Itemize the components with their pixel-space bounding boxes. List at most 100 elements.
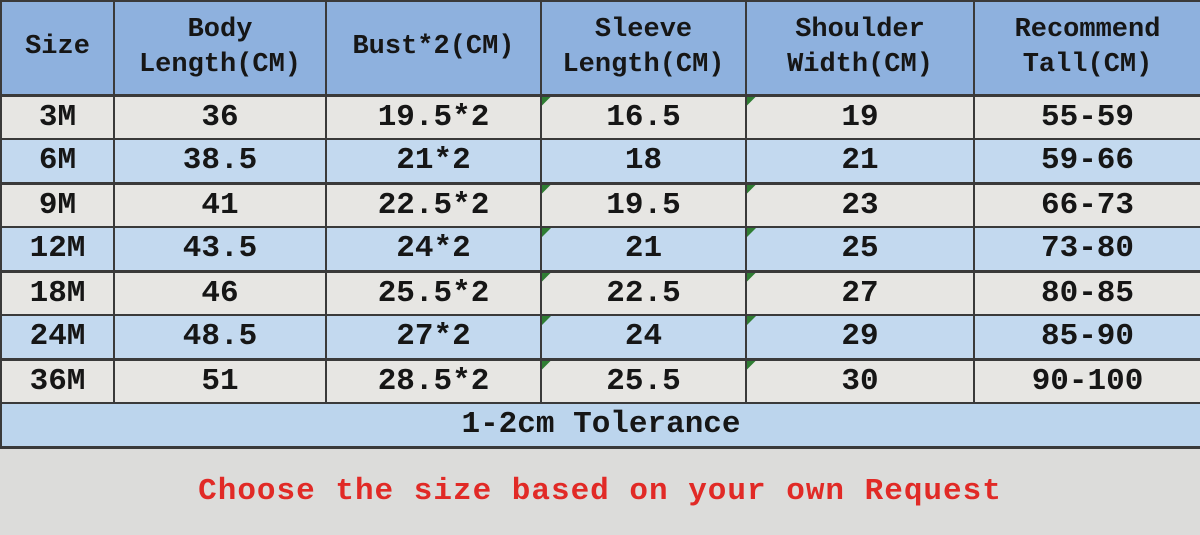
cell-value: 66-73 bbox=[1040, 187, 1134, 223]
cell-size: 9M bbox=[0, 182, 115, 228]
excel-error-indicator-icon bbox=[748, 97, 756, 106]
cell-value: 19.5*2 bbox=[377, 99, 490, 135]
tolerance-row: 1-2cm Tolerance bbox=[0, 402, 1200, 449]
cell-value: 73-80 bbox=[1040, 231, 1134, 267]
cell-value: 90-100 bbox=[1031, 363, 1144, 399]
cell-size: 24M bbox=[0, 314, 115, 361]
cell-value: 25.5*2 bbox=[377, 275, 490, 311]
cell-shoulder-width: 21 bbox=[745, 138, 975, 185]
cell-bust: 21*2 bbox=[325, 138, 542, 185]
cell-value: 3M bbox=[38, 99, 77, 135]
excel-error-indicator-icon bbox=[748, 185, 756, 194]
cell-body-length: 41 bbox=[113, 182, 327, 228]
cell-body-length: 46 bbox=[113, 270, 327, 316]
excel-error-indicator-icon bbox=[543, 97, 551, 106]
size-row-18M: 18M 46 25.5*2 22.5 27 80-85 bbox=[0, 270, 1200, 316]
cell-value: 43.5 bbox=[182, 231, 258, 267]
excel-error-indicator-icon bbox=[748, 317, 756, 325]
cell-shoulder-width: 23 bbox=[745, 182, 975, 228]
excel-error-indicator-icon bbox=[543, 185, 551, 194]
cell-sleeve-length: 16.5 bbox=[540, 94, 747, 140]
excel-error-indicator-icon bbox=[543, 317, 551, 325]
cell-sleeve-length: 22.5 bbox=[540, 270, 747, 316]
cell-recommend-tall: 55-59 bbox=[973, 94, 1200, 140]
column-header-size: Size bbox=[0, 0, 115, 97]
cell-value: 85-90 bbox=[1040, 319, 1134, 355]
cell-value: 46 bbox=[201, 275, 239, 311]
cell-recommend-tall: 73-80 bbox=[973, 226, 1200, 273]
cell-sleeve-length: 19.5 bbox=[540, 182, 747, 228]
cell-value: 6M bbox=[38, 143, 77, 179]
excel-error-indicator-icon bbox=[748, 229, 756, 237]
cell-value: 25.5 bbox=[606, 363, 681, 399]
cell-size: 18M bbox=[0, 270, 115, 316]
size-row-12M: 12M 43.5 24*2 21 25 73-80 bbox=[0, 226, 1200, 273]
cell-value: 21 bbox=[841, 143, 879, 179]
cell-value: 22.5 bbox=[606, 275, 681, 311]
cell-size: 36M bbox=[0, 358, 115, 404]
cell-body-length: 48.5 bbox=[113, 314, 327, 361]
column-header-body-length: Body Length(CM) bbox=[113, 0, 327, 97]
note-text: Choose the size based on your own Reques… bbox=[198, 474, 1002, 510]
excel-error-indicator-icon bbox=[748, 273, 756, 282]
cell-value: 22.5*2 bbox=[377, 187, 490, 223]
cell-value: 36 bbox=[201, 99, 239, 135]
cell-value: 24*2 bbox=[396, 231, 471, 267]
cell-value: 25 bbox=[841, 231, 879, 267]
cell-recommend-tall: 90-100 bbox=[973, 358, 1200, 404]
excel-error-indicator-icon bbox=[543, 361, 551, 370]
cell-sleeve-length: 25.5 bbox=[540, 358, 747, 404]
cell-bust: 28.5*2 bbox=[325, 358, 542, 404]
cell-shoulder-width: 25 bbox=[745, 226, 975, 273]
cell-value: 30 bbox=[841, 363, 879, 399]
tolerance-note: 1-2cm Tolerance bbox=[0, 402, 1200, 449]
cell-size: 3M bbox=[0, 94, 115, 140]
cell-value: 36M bbox=[29, 363, 86, 399]
cell-value: 19 bbox=[841, 99, 879, 135]
cell-value: 28.5*2 bbox=[377, 363, 490, 399]
column-header-bust: Bust*2(CM) bbox=[325, 0, 542, 97]
cell-value: 18M bbox=[29, 275, 86, 311]
cell-shoulder-width: 27 bbox=[745, 270, 975, 316]
size-row-9M: 9M 41 22.5*2 19.5 23 66-73 bbox=[0, 182, 1200, 228]
cell-bust: 24*2 bbox=[325, 226, 542, 273]
column-header-shoulder-width: Shoulder Width(CM) bbox=[745, 0, 975, 97]
cell-value: 21*2 bbox=[396, 143, 471, 179]
cell-bust: 27*2 bbox=[325, 314, 542, 361]
cell-sleeve-length: 24 bbox=[540, 314, 747, 361]
cell-sleeve-length: 18 bbox=[540, 138, 747, 185]
cell-value: 51 bbox=[201, 363, 239, 399]
cell-size: 6M bbox=[0, 138, 115, 185]
cell-value: 18 bbox=[624, 143, 663, 179]
cell-recommend-tall: 80-85 bbox=[973, 270, 1200, 316]
cell-value: 27*2 bbox=[396, 319, 471, 355]
cell-sleeve-length: 21 bbox=[540, 226, 747, 273]
cell-value: 29 bbox=[841, 319, 879, 355]
cell-recommend-tall: 85-90 bbox=[973, 314, 1200, 361]
size-row-24M: 24M 48.5 27*2 24 29 85-90 bbox=[0, 314, 1200, 361]
column-header-sleeve-length: Sleeve Length(CM) bbox=[540, 0, 747, 97]
cell-value: 27 bbox=[841, 275, 879, 311]
excel-error-indicator-icon bbox=[543, 229, 551, 237]
cell-shoulder-width: 19 bbox=[745, 94, 975, 140]
cell-body-length: 43.5 bbox=[113, 226, 327, 273]
size-chart-table: Size Body Length(CM) Bust*2(CM) Sleeve Length… bbox=[0, 0, 1200, 449]
cell-size: 12M bbox=[0, 226, 115, 273]
size-row-6M: 6M 38.5 21*2 18 21 59-66 bbox=[0, 138, 1200, 185]
cell-body-length: 51 bbox=[113, 358, 327, 404]
size-row-36M: 36M 51 28.5*2 25.5 30 90-100 bbox=[0, 358, 1200, 404]
note-area: Choose the size based on your own Reques… bbox=[0, 449, 1200, 535]
size-row-3M: 3M 36 19.5*2 16.5 19 55-59 bbox=[0, 94, 1200, 140]
cell-shoulder-width: 29 bbox=[745, 314, 975, 361]
cell-value: 21 bbox=[624, 231, 663, 267]
cell-value: 38.5 bbox=[182, 143, 258, 179]
cell-value: 12M bbox=[29, 231, 86, 267]
cell-value: 23 bbox=[841, 187, 879, 223]
table-body: 3M 36 19.5*2 16.5 19 55-59 6M 38.5 21*2 18 21 59-66… bbox=[0, 94, 1200, 404]
cell-value: 41 bbox=[201, 187, 239, 223]
cell-recommend-tall: 66-73 bbox=[973, 182, 1200, 228]
cell-bust: 19.5*2 bbox=[325, 94, 542, 140]
cell-body-length: 38.5 bbox=[113, 138, 327, 185]
cell-shoulder-width: 30 bbox=[745, 358, 975, 404]
